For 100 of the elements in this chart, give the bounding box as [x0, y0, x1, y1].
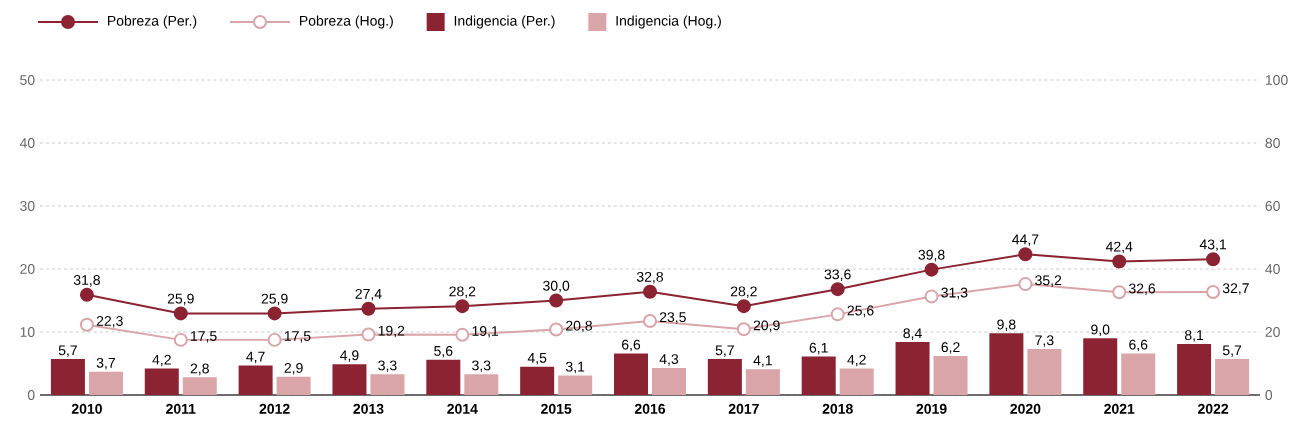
bar — [276, 376, 311, 395]
data-label: 42,4 — [1105, 241, 1133, 254]
point — [1206, 252, 1221, 267]
point — [643, 284, 657, 299]
point — [830, 282, 845, 297]
bar — [1177, 343, 1212, 395]
data-label: 8,4 — [903, 328, 922, 340]
data-label: 4,9 — [340, 350, 359, 362]
x-tick-label: 2017 — [728, 403, 759, 414]
y2-tick-label: 100 — [1265, 75, 1288, 85]
data-label: 25,9 — [167, 293, 194, 306]
point — [1206, 284, 1221, 299]
point — [361, 301, 376, 316]
x-tick-label: 2019 — [916, 403, 947, 414]
data-label: 4,5 — [527, 353, 547, 365]
point — [924, 262, 939, 277]
x-tick-label: 2010 — [71, 403, 102, 414]
bar — [1083, 338, 1118, 395]
x-tick-label: 2022 — [1197, 403, 1229, 414]
bar — [370, 374, 405, 395]
data-label: 5,7 — [58, 345, 77, 357]
data-label: 6,6 — [1129, 339, 1148, 352]
bar — [933, 355, 968, 395]
point — [1018, 277, 1033, 292]
y2-tick-label: 80 — [1265, 138, 1280, 148]
data-label: 30,0 — [543, 280, 570, 293]
point — [830, 307, 845, 322]
point — [267, 332, 282, 347]
data-label: 3,7 — [96, 357, 115, 370]
x-tick-label: 2016 — [634, 403, 666, 414]
point — [924, 289, 939, 304]
point — [1018, 247, 1033, 262]
data-label: 19,2 — [378, 325, 405, 338]
data-label: 20,9 — [753, 320, 780, 332]
data-label: 25,6 — [847, 305, 874, 318]
data-label: 4,2 — [847, 354, 866, 367]
data-label: 17,5 — [191, 331, 217, 343]
data-label: 8,1 — [1184, 330, 1204, 342]
bar — [1215, 359, 1250, 395]
point — [79, 287, 94, 302]
x-tick-label: 2015 — [541, 403, 572, 414]
data-label: 19,1 — [472, 326, 499, 338]
point — [549, 322, 564, 337]
y2-tick-label: 40 — [1265, 264, 1280, 274]
bar — [707, 359, 742, 395]
bar — [88, 371, 123, 395]
bar — [464, 374, 499, 395]
point — [79, 317, 94, 332]
data-label: 9,8 — [997, 319, 1016, 332]
x-tick-label: 2011 — [166, 403, 196, 414]
data-label: 35,2 — [1035, 275, 1062, 287]
bar — [332, 364, 367, 395]
point — [736, 322, 751, 337]
bar — [895, 342, 930, 395]
data-label: 4,2 — [152, 354, 171, 367]
point — [1112, 254, 1127, 269]
bar — [50, 359, 85, 395]
point — [173, 306, 188, 321]
legend-label: Indigencia (Per.) — [454, 15, 555, 29]
data-label: 7,3 — [1035, 335, 1054, 347]
data-label: 5,7 — [715, 345, 734, 357]
data-label: 4,3 — [659, 354, 679, 366]
x-tick-label: 2018 — [822, 403, 853, 414]
bar — [801, 356, 836, 395]
data-label: 39,8 — [918, 249, 945, 262]
data-label: 6,2 — [941, 342, 960, 354]
y-tick-label: 50 — [20, 75, 35, 85]
legend-label: Pobreza (Hog.) — [300, 15, 393, 29]
y2-tick-label: 20 — [1265, 327, 1280, 337]
bar — [520, 366, 555, 395]
data-label: 2,9 — [284, 362, 303, 375]
bar — [652, 367, 686, 395]
y-tick-label: 40 — [19, 138, 35, 148]
data-label: 25,9 — [261, 293, 288, 306]
x-tick-label: 2014 — [447, 403, 478, 414]
point — [549, 293, 564, 308]
y2-tick-label: 0 — [1265, 390, 1273, 400]
bar — [144, 368, 179, 395]
bar — [1121, 353, 1156, 395]
x-tick-label: 2020 — [1010, 403, 1041, 414]
data-label: 6,1 — [809, 342, 828, 355]
data-label: 22,3 — [96, 315, 123, 328]
bar — [989, 333, 1024, 395]
bar — [839, 368, 874, 395]
data-label: 3,3 — [472, 360, 491, 373]
bar — [614, 353, 648, 395]
data-label: 27,4 — [355, 288, 382, 301]
x-tick-label: 2012 — [259, 403, 290, 414]
point — [643, 313, 657, 328]
point — [1112, 285, 1127, 300]
data-label: 28,2 — [449, 286, 476, 298]
data-label: 28,2 — [730, 286, 757, 298]
x-tick-label: 2021 — [1104, 403, 1135, 414]
point — [267, 306, 282, 321]
data-label: 5,7 — [1222, 345, 1242, 357]
bar — [182, 377, 217, 395]
y-tick-label: 20 — [20, 264, 35, 274]
x-tick-label: 2013 — [353, 403, 384, 414]
y2-tick-label: 60 — [1265, 201, 1280, 211]
data-label: 32,7 — [1222, 283, 1249, 295]
